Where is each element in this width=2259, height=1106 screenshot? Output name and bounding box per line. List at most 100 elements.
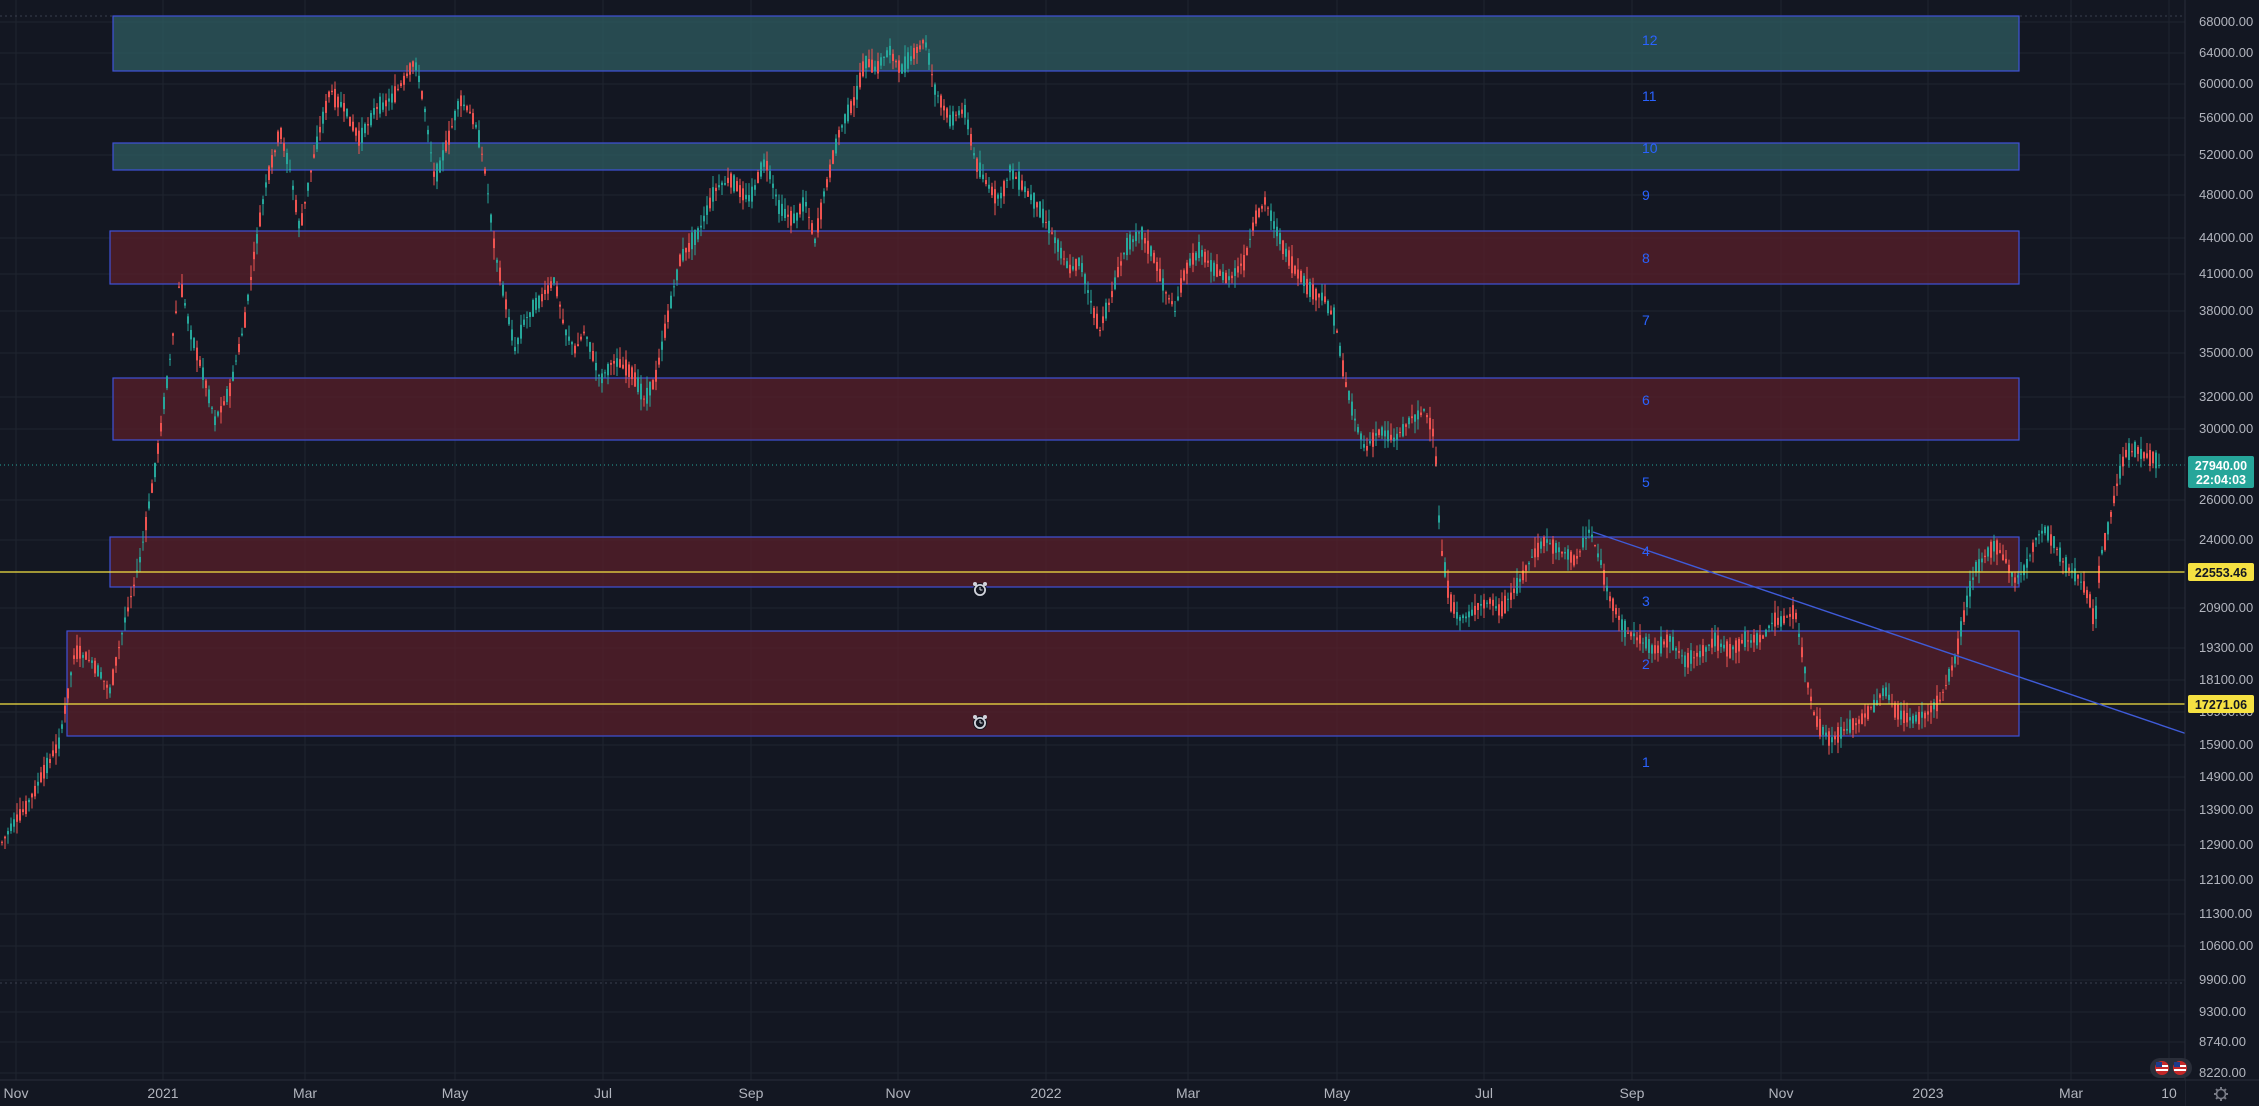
candle-body xyxy=(568,336,570,341)
candle-body xyxy=(193,338,195,349)
candle-body xyxy=(1729,643,1731,658)
candle-body xyxy=(1549,543,1551,545)
price-tick-label: 18100.00 xyxy=(2199,672,2253,687)
price-tick-label: 12900.00 xyxy=(2199,837,2253,852)
price-tick-label: 41000.00 xyxy=(2199,266,2253,281)
zone-10-rect[interactable] xyxy=(112,142,2020,171)
candle-body xyxy=(1141,227,1143,240)
zone-6-rect[interactable] xyxy=(112,377,2020,441)
candle-body xyxy=(1054,237,1056,244)
candle-body xyxy=(1249,238,1251,240)
candle-body xyxy=(937,95,939,97)
candle-body xyxy=(649,381,651,396)
candle-body xyxy=(1078,257,1080,267)
alert-price-tag-2[interactable]: 17271.06 xyxy=(2188,695,2254,713)
candle-body xyxy=(1144,237,1146,244)
candle-body xyxy=(1594,544,1596,546)
alarm-clock-icon[interactable] xyxy=(973,582,987,597)
candle-body xyxy=(631,367,633,380)
candle-body xyxy=(2068,567,2070,571)
zone-2-label: 2 xyxy=(1642,656,1650,672)
candle-body xyxy=(175,311,177,314)
candle-body xyxy=(1912,715,1914,724)
candle-body xyxy=(1003,181,1005,197)
trendline[interactable] xyxy=(1592,531,2191,736)
candle-body xyxy=(592,351,594,361)
overlays[interactable] xyxy=(0,464,2191,736)
gear-icon[interactable] xyxy=(2214,1087,2228,1101)
candle-body xyxy=(352,121,354,131)
candle-body xyxy=(1084,274,1086,285)
candle-body xyxy=(1459,616,1461,621)
alert-price-tag-1[interactable]: 22553.46 xyxy=(2188,563,2254,581)
candle-body xyxy=(1372,432,1374,447)
candle-body xyxy=(343,102,345,112)
candle-body xyxy=(691,232,693,250)
candle-body xyxy=(1102,316,1104,324)
candle-body xyxy=(31,793,33,798)
candle-body xyxy=(1681,655,1683,657)
candle-body xyxy=(2098,565,2100,583)
candle-body xyxy=(556,286,558,297)
zone-4-rect[interactable] xyxy=(109,536,2020,588)
candle-body xyxy=(490,214,492,223)
candle-body xyxy=(727,177,729,183)
candle-body xyxy=(88,659,90,661)
candle-body xyxy=(505,299,507,310)
candle-body xyxy=(163,396,165,410)
candle-body xyxy=(1399,432,1401,434)
candle-body xyxy=(1519,578,1521,582)
candle-body xyxy=(1969,580,1971,597)
candle-body xyxy=(1468,611,1470,618)
candle-body xyxy=(58,737,60,749)
candle-body xyxy=(571,342,573,345)
candle-body xyxy=(1567,549,1569,560)
candle-body xyxy=(202,367,204,380)
candle-body xyxy=(799,203,801,215)
candle-body xyxy=(1501,601,1503,617)
candle-body xyxy=(427,129,429,135)
candle-body xyxy=(1390,434,1392,440)
candle-body xyxy=(208,389,210,404)
zone-5-label: 5 xyxy=(1642,474,1650,490)
country-flags-icon[interactable] xyxy=(2150,1058,2192,1078)
candle-body xyxy=(910,56,912,62)
candle-body xyxy=(646,387,648,404)
zone-12-rect[interactable] xyxy=(112,15,2020,72)
candle-body xyxy=(1066,261,1068,269)
candle-body xyxy=(889,45,891,56)
zones[interactable]: 12 11 10 9 8 7 6 5 4 3 2 1 xyxy=(66,15,2020,770)
time-axis-bg[interactable] xyxy=(0,1080,2185,1106)
candle-body xyxy=(262,199,264,205)
candle-body xyxy=(1573,555,1575,566)
candle-body xyxy=(331,90,333,93)
candle-body xyxy=(832,150,834,164)
candle-body xyxy=(319,126,321,133)
candle-body xyxy=(1780,616,1782,627)
alarm-clock-icon[interactable] xyxy=(973,715,987,730)
candle-body xyxy=(637,377,639,393)
candle-body xyxy=(316,136,318,150)
candle-body xyxy=(1984,555,1986,558)
price-axis-bg[interactable] xyxy=(2185,0,2259,1106)
candle-body xyxy=(1885,687,1887,697)
zone-2-rect[interactable] xyxy=(66,630,2020,737)
candle-body xyxy=(721,182,723,186)
candle-body xyxy=(1660,636,1662,654)
candle-body xyxy=(223,401,225,405)
candle-body xyxy=(328,91,330,98)
candle-body xyxy=(1156,261,1158,271)
price-tick-label: 14900.00 xyxy=(2199,769,2253,784)
candle-body xyxy=(1465,616,1467,619)
candle-body xyxy=(1714,632,1716,647)
candle-body xyxy=(1117,266,1119,278)
candle-body xyxy=(961,109,963,114)
candle-body xyxy=(1636,637,1638,641)
candle-body xyxy=(217,411,219,416)
alert-price-value: 22553.46 xyxy=(2195,566,2247,580)
candle-body xyxy=(2065,557,2067,573)
candle-body xyxy=(1357,427,1359,433)
candle-body xyxy=(1774,612,1776,627)
